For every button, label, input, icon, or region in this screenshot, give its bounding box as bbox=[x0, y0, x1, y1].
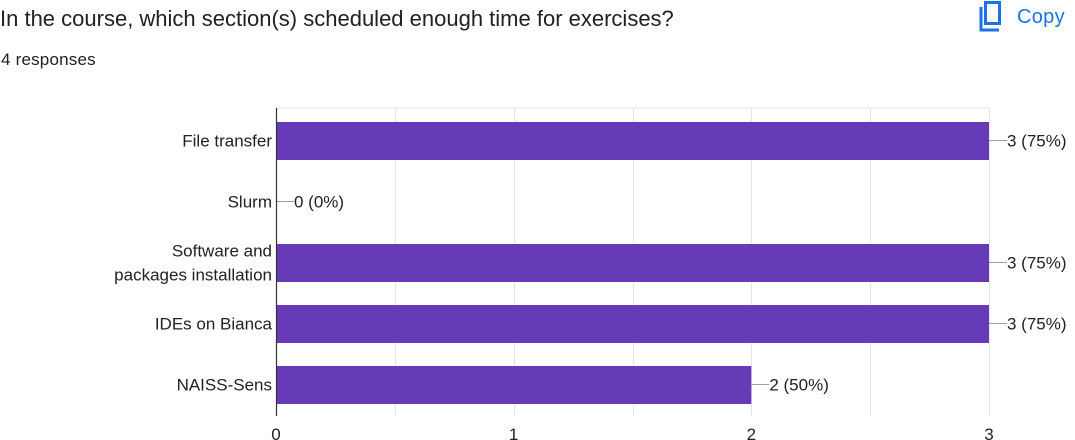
copy-label: Copy bbox=[1017, 6, 1065, 28]
response-count: 4 responses bbox=[1, 50, 96, 69]
x-tick-label: 0 bbox=[271, 425, 280, 440]
data-label: 3 (75%) bbox=[1007, 132, 1067, 151]
category-label: Software and packages installation bbox=[114, 242, 272, 285]
copy-icon bbox=[975, 1, 1003, 33]
bar bbox=[276, 366, 752, 404]
category-label: NAISS-Sens bbox=[177, 376, 272, 395]
bar bbox=[276, 122, 989, 160]
category-label: Slurm bbox=[228, 193, 272, 212]
question-title: In the course, which section(s) schedule… bbox=[0, 6, 674, 31]
copy-button[interactable]: Copy bbox=[975, 0, 1075, 34]
x-tick-label: 3 bbox=[984, 425, 993, 440]
category-label: IDEs on Bianca bbox=[155, 315, 273, 334]
data-label: 3 (75%) bbox=[1007, 254, 1067, 273]
data-label: 3 (75%) bbox=[1007, 315, 1067, 334]
x-tick-label: 2 bbox=[747, 425, 756, 440]
data-label: 0 (0%) bbox=[294, 193, 344, 212]
bar bbox=[276, 244, 989, 282]
bar bbox=[276, 305, 989, 343]
category-label: File transfer bbox=[182, 132, 272, 151]
data-label: 2 (50%) bbox=[769, 376, 829, 395]
x-tick-label: 1 bbox=[509, 425, 518, 440]
